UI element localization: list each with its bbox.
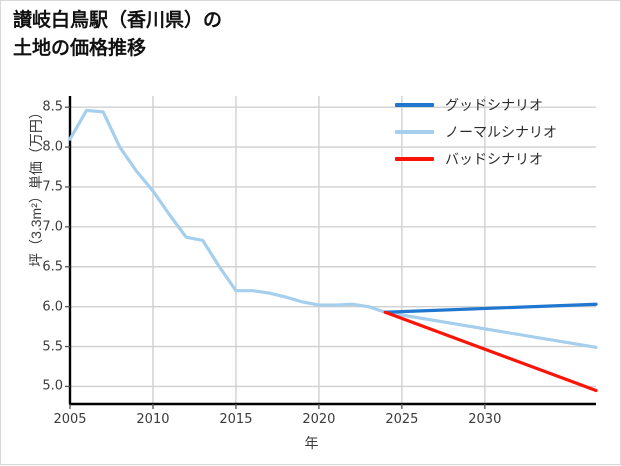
legend-swatch-good bbox=[395, 102, 434, 107]
y-tick-label: 5.0 bbox=[42, 378, 63, 394]
chart-title: 讃岐白鳥駅（香川県）の 土地の価格推移 bbox=[13, 10, 223, 59]
legend-label-normal: ノーマルシナリオ bbox=[445, 123, 557, 140]
y-tick-label: 6.0 bbox=[42, 299, 63, 315]
y-tick-label: 8.0 bbox=[42, 139, 63, 155]
legend-item-normal: ノーマルシナリオ bbox=[395, 118, 557, 145]
legend: グッドシナリオ ノーマルシナリオ バッドシナリオ bbox=[391, 89, 561, 174]
legend-swatch-normal bbox=[395, 129, 434, 134]
legend-item-bad: バッドシナリオ bbox=[395, 145, 557, 172]
y-tick-label: 6.5 bbox=[42, 259, 63, 275]
y-tick-label: 7.5 bbox=[42, 179, 63, 195]
y-tick-label: 7.0 bbox=[42, 219, 63, 235]
series-line-good bbox=[383, 302, 598, 314]
x-tick-label: 2020 bbox=[302, 412, 336, 427]
legend-label-good: グッドシナリオ bbox=[445, 96, 543, 113]
y-tick-label: 8.5 bbox=[42, 99, 63, 115]
series-line-normal bbox=[68, 108, 598, 349]
x-tick-label: 2005 bbox=[53, 412, 87, 427]
legend-item-good: グッドシナリオ bbox=[395, 91, 557, 118]
y-tick-label: 5.5 bbox=[42, 339, 63, 355]
x-tick-label: 2030 bbox=[468, 412, 502, 427]
legend-label-bad: バッドシナリオ bbox=[445, 150, 543, 167]
x-tick-label: 2015 bbox=[219, 412, 253, 427]
x-axis-label: 年 bbox=[304, 435, 319, 451]
series-line-bad bbox=[383, 310, 598, 393]
legend-swatch-bad bbox=[395, 156, 434, 161]
x-tick-label: 2025 bbox=[385, 412, 419, 427]
x-tick-label: 2010 bbox=[136, 412, 170, 427]
